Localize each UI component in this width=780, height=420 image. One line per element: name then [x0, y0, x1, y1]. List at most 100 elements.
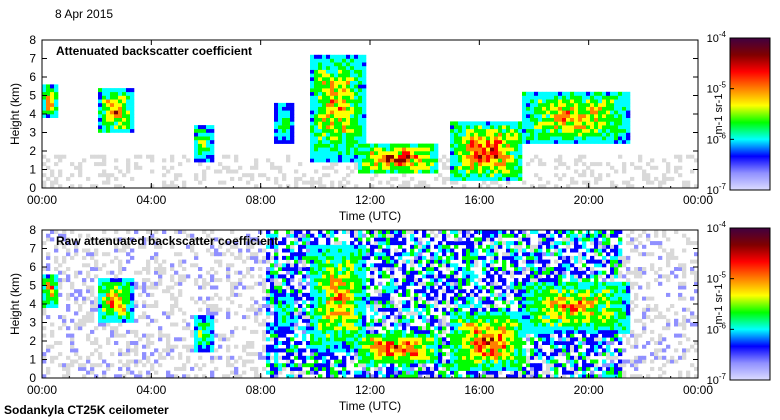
- heatmap-cell: [370, 281, 375, 286]
- heatmap-cell: [326, 366, 331, 371]
- heatmap-cell: [390, 147, 395, 152]
- heatmap-cell: [474, 326, 479, 331]
- heatmap-cell: [402, 318, 407, 323]
- heatmap-cell: [106, 117, 111, 122]
- heatmap-cell: [270, 270, 275, 275]
- heatmap-cell: [454, 154, 459, 159]
- heatmap-cell: [318, 281, 323, 286]
- heatmap-cell: [538, 366, 543, 371]
- heatmap-cell: [274, 106, 279, 111]
- heatmap-cell: [222, 154, 227, 159]
- heatmap-cell: [250, 252, 255, 257]
- heatmap-cell: [318, 326, 323, 331]
- heatmap-cell: [474, 285, 479, 290]
- heatmap-cell: [514, 355, 519, 360]
- heatmap-cell: [590, 99, 595, 104]
- heatmap-cell: [406, 151, 411, 155]
- heatmap-cell: [134, 318, 139, 323]
- heatmap-cell: [162, 259, 167, 264]
- heatmap-cell: [470, 128, 475, 133]
- heatmap-cell: [302, 370, 307, 375]
- heatmap-cell: [146, 267, 151, 271]
- heatmap-cell: [170, 278, 175, 283]
- heatmap-cell: [514, 136, 519, 141]
- heatmap-cell: [194, 252, 199, 257]
- heatmap-cell: [42, 99, 47, 104]
- heatmap-cell: [590, 110, 595, 115]
- heatmap-cell: [530, 184, 535, 189]
- heatmap-cell: [114, 117, 119, 122]
- heatmap-cell: [338, 307, 343, 312]
- heatmap-cell: [582, 136, 587, 141]
- heatmap-cell: [562, 173, 567, 178]
- heatmap-cell: [318, 230, 323, 234]
- heatmap-cell: [610, 136, 615, 141]
- heatmap-cell: [490, 125, 495, 130]
- heatmap-cell: [466, 252, 471, 257]
- heatmap-cell: [398, 337, 403, 342]
- heatmap-cell: [310, 315, 315, 320]
- heatmap-cell: [474, 255, 479, 260]
- heatmap-cell: [450, 252, 455, 257]
- heatmap-cell: [130, 370, 135, 375]
- heatmap-cell: [418, 333, 423, 338]
- heatmap-cell: [482, 285, 487, 290]
- heatmap-cell: [270, 162, 275, 167]
- heatmap-cell: [162, 173, 167, 178]
- heatmap-cell: [486, 125, 491, 130]
- heatmap-cell: [358, 80, 363, 85]
- heatmap-cell: [90, 370, 95, 375]
- heatmap-cell: [134, 363, 139, 368]
- heatmap-cell: [598, 176, 603, 181]
- heatmap-cell: [530, 289, 535, 294]
- heatmap-cell: [406, 374, 411, 379]
- heatmap-cell: [330, 139, 335, 144]
- heatmap-cell: [78, 307, 83, 312]
- heatmap-cell: [502, 329, 507, 334]
- heatmap-cell: [330, 154, 335, 159]
- heatmap-cell: [254, 255, 259, 260]
- heatmap-cell: [498, 337, 503, 342]
- heatmap-cell: [158, 244, 163, 249]
- heatmap-cell: [370, 337, 375, 342]
- heatmap-cell: [506, 180, 511, 185]
- heatmap-cell: [334, 77, 339, 81]
- heatmap-cell: [330, 337, 335, 342]
- heatmap-cell: [370, 359, 375, 364]
- heatmap-cell: [154, 255, 159, 260]
- heatmap-cell: [490, 341, 495, 345]
- heatmap-cell: [118, 304, 123, 308]
- heatmap-cell: [318, 91, 323, 96]
- heatmap-cell: [238, 278, 243, 283]
- heatmap-cell: [518, 237, 523, 242]
- heatmap-cell: [150, 352, 155, 357]
- heatmap-cell: [578, 110, 583, 115]
- heatmap-cell: [386, 359, 391, 364]
- heatmap-cell: [378, 296, 383, 301]
- heatmap-cell: [322, 267, 327, 271]
- heatmap-cell: [522, 341, 527, 345]
- heatmap-cell: [202, 326, 207, 331]
- heatmap-cell: [170, 241, 175, 246]
- heatmap-cell: [406, 147, 411, 152]
- heatmap-cell: [338, 363, 343, 368]
- heatmap-cell: [98, 352, 103, 357]
- heatmap-cell: [386, 263, 391, 268]
- heatmap-cell: [290, 267, 295, 271]
- heatmap-cell: [450, 169, 455, 174]
- heatmap-cell: [390, 154, 395, 159]
- heatmap-cell: [318, 139, 323, 144]
- heatmap-cell: [410, 143, 415, 148]
- heatmap-cell: [346, 274, 351, 279]
- heatmap-cell: [454, 136, 459, 141]
- heatmap-cell: [494, 341, 499, 345]
- heatmap-cell: [294, 263, 299, 268]
- heatmap-cell: [110, 128, 115, 133]
- heatmap-cell: [422, 230, 427, 234]
- heatmap-cell: [90, 285, 95, 290]
- heatmap-cell: [530, 114, 535, 118]
- heatmap-cell: [478, 230, 483, 234]
- heatmap-cell: [518, 270, 523, 275]
- heatmap-cell: [262, 296, 267, 301]
- heatmap-cell: [602, 110, 607, 115]
